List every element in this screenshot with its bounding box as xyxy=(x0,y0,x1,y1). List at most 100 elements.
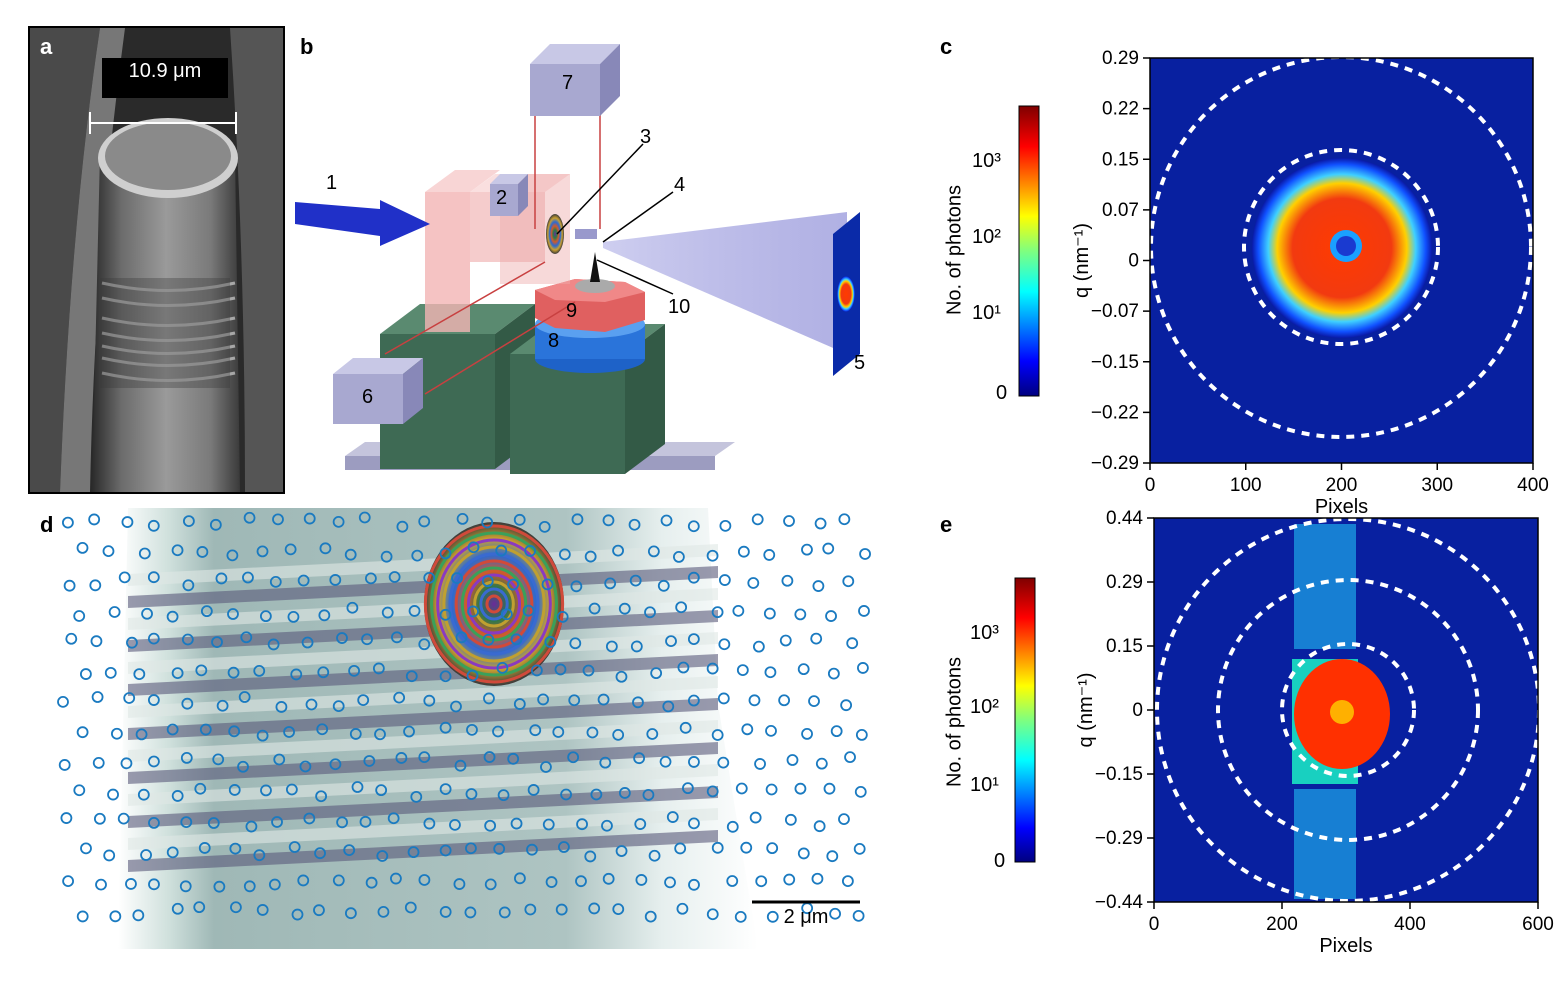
plot-e-image xyxy=(1153,517,1541,903)
scan-position-marker xyxy=(242,571,254,584)
scan-position-marker xyxy=(586,726,599,739)
scan-position-marker xyxy=(407,846,420,859)
scan-position-marker xyxy=(811,872,824,885)
scan-position-marker xyxy=(76,910,89,923)
zone-ring xyxy=(466,573,522,635)
scan-position-marker xyxy=(859,548,871,560)
scan-position-marker xyxy=(269,575,282,588)
scan-position-marker xyxy=(454,759,467,772)
scan-position-marker xyxy=(687,571,700,584)
scan-position-marker xyxy=(132,909,145,922)
scan-position-marker xyxy=(737,545,750,558)
scan-position-marker xyxy=(484,819,497,832)
scan-position-marker xyxy=(291,908,304,921)
scan-position-marker xyxy=(484,878,497,891)
zone-ring xyxy=(454,559,534,649)
y-tick-label: 0.07 xyxy=(1102,200,1139,221)
scan-position-marker xyxy=(650,667,663,680)
scan-position-marker xyxy=(348,664,361,677)
scan-position-marker xyxy=(568,694,581,707)
scan-position-marker xyxy=(396,520,409,533)
scan-position-marker xyxy=(198,842,211,854)
scan-position-marker xyxy=(825,610,837,622)
scale-bar-d-label: 2 μm xyxy=(783,906,829,928)
scan-position-marker xyxy=(73,784,86,797)
scan-position-marker xyxy=(117,812,130,825)
scan-position-marker xyxy=(102,545,115,558)
scan-position-marker xyxy=(418,638,431,651)
scan-position-marker xyxy=(303,512,316,525)
stripe-band xyxy=(128,830,718,872)
cbar-e-tick-3: 10³ xyxy=(970,622,999,644)
scan-position-marker xyxy=(706,908,719,921)
scan-position-marker xyxy=(665,635,677,648)
stripe-band xyxy=(128,720,718,762)
scan-position-marker xyxy=(118,571,131,584)
scan-position-marker xyxy=(182,515,195,528)
y-axis-label: q (nm⁻¹) xyxy=(1075,673,1097,748)
scan-position-marker xyxy=(303,812,316,825)
scan-position-marker xyxy=(268,878,281,891)
scan-position-marker xyxy=(316,723,329,736)
scan-position-marker xyxy=(361,633,373,646)
scan-position-marker xyxy=(90,635,103,648)
plot-c-image xyxy=(1149,55,1534,464)
x-tick-label: 0 xyxy=(1149,914,1160,935)
scan-position-marker xyxy=(133,668,146,680)
x-tick-label: 200 xyxy=(1326,475,1358,496)
scan-position-marker xyxy=(357,694,370,706)
scan-position-marker xyxy=(439,906,452,918)
scan-position-marker xyxy=(513,698,526,710)
scan-position-marker xyxy=(107,788,119,801)
scan-position-marker xyxy=(783,873,796,886)
scan-position-marker xyxy=(216,699,229,712)
stripe-band xyxy=(128,698,718,740)
y-tick-label: 0.15 xyxy=(1102,149,1139,170)
scan-position-marker xyxy=(524,545,537,557)
scan-position-marker xyxy=(747,577,760,589)
scan-position-marker xyxy=(65,632,78,645)
scan-position-marker xyxy=(660,514,673,527)
scan-position-marker xyxy=(814,517,827,530)
scan-position-marker xyxy=(314,847,326,860)
scan-position-marker xyxy=(778,694,791,707)
stripe-band xyxy=(128,808,718,850)
scan-position-marker xyxy=(180,752,193,764)
scan-position-marker xyxy=(786,754,799,766)
scan-position-marker xyxy=(676,902,689,915)
scan-position-marker xyxy=(855,729,868,741)
scan-position-marker xyxy=(664,876,676,889)
scan-position-marker xyxy=(109,910,122,923)
scan-position-marker xyxy=(634,818,647,830)
scan-position-marker xyxy=(284,543,297,556)
scan-position-marker xyxy=(465,788,478,800)
scan-position-marker xyxy=(207,817,220,829)
scan-position-marker xyxy=(259,610,272,623)
scan-position-marker xyxy=(576,818,588,831)
scan-position-marker xyxy=(736,664,749,676)
zone-ring xyxy=(448,552,540,656)
scan-position-marker xyxy=(590,788,603,801)
scan-position-marker xyxy=(513,513,526,526)
scan-position-marker xyxy=(527,784,540,796)
scan-position-marker xyxy=(148,816,160,829)
scan-position-marker xyxy=(718,574,731,586)
component-1: 1 xyxy=(326,172,338,194)
scan-position-marker xyxy=(450,700,462,713)
scan-position-marker xyxy=(612,544,624,557)
scan-position-marker xyxy=(763,607,776,620)
scan-position-marker xyxy=(481,575,494,588)
y-tick-label: 0.29 xyxy=(1106,572,1143,593)
y-tick-label: 0.22 xyxy=(1102,99,1139,120)
scan-position-marker xyxy=(166,846,179,859)
scan-position-marker xyxy=(823,782,836,795)
scan-position-marker xyxy=(227,608,239,620)
scan-position-marker xyxy=(615,670,628,683)
scan-position-marker xyxy=(374,728,386,741)
scan-position-marker xyxy=(120,757,133,770)
scan-position-marker xyxy=(58,759,71,771)
scan-position-marker xyxy=(846,637,859,650)
scan-position-marker xyxy=(483,751,496,763)
scan-position-marker xyxy=(552,726,565,738)
scan-position-marker xyxy=(719,519,732,532)
